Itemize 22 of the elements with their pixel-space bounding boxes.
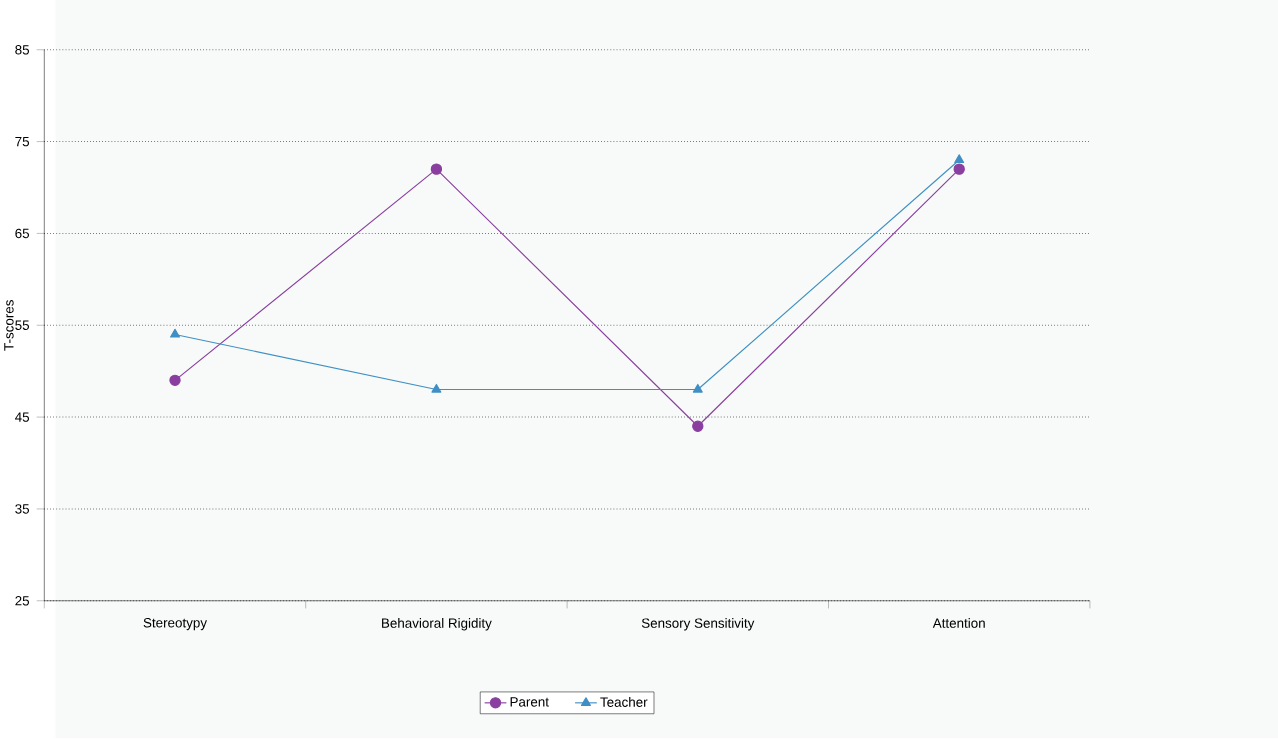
point [954, 154, 965, 164]
point [170, 329, 181, 338]
point [169, 374, 181, 387]
y-tick-label: 25 [15, 596, 30, 606]
legend-label: Teacher [600, 697, 648, 708]
x-tick-label: Sensory Sensitivity [641, 618, 755, 631]
y-tick-label: 55 [15, 320, 30, 331]
point [953, 163, 965, 176]
y-tick-label: 85 [15, 45, 30, 55]
x-tick-label: Stereotypy [143, 618, 207, 631]
y-axis-title: T-scores [4, 300, 14, 351]
y-tick-label: 45 [15, 412, 30, 423]
y-tick-label: 65 [15, 228, 30, 239]
x-tick-label: Attention [932, 618, 985, 629]
legend-label: Parent [510, 697, 549, 707]
x-tick-label: Behavioral Rigidity [382, 618, 492, 631]
point [430, 163, 443, 176]
point [431, 384, 442, 393]
y-tick-label: 35 [15, 504, 30, 514]
point [692, 384, 703, 393]
y-tick-label: 75 [15, 137, 30, 147]
point [692, 420, 704, 433]
